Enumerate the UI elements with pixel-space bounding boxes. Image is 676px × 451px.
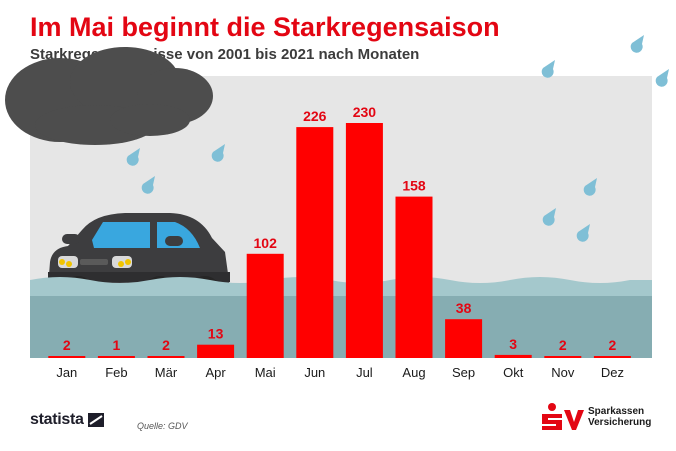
x-tick-label: Feb xyxy=(105,365,127,380)
bar-value-label: 3 xyxy=(509,336,517,352)
x-tick-label: Jun xyxy=(304,365,325,380)
bar-value-label: 226 xyxy=(303,108,327,124)
sparkassen-versicherung-logo: Sparkassen Versicherung xyxy=(540,402,651,432)
chart-title: Im Mai beginnt die Starkregensaison xyxy=(30,12,500,42)
raindrop-icon xyxy=(126,148,140,166)
source-note: Quelle: GDV xyxy=(137,421,188,431)
bar-value-label: 158 xyxy=(402,178,426,194)
bar-value-label: 2 xyxy=(162,337,170,353)
x-tick-label: Okt xyxy=(503,365,524,380)
bar-value-label: 2 xyxy=(63,337,71,353)
raindrop-icon xyxy=(583,178,597,196)
bar-value-label: 13 xyxy=(208,326,224,342)
raindrop-icon xyxy=(542,208,556,226)
raindrop-icon xyxy=(655,69,669,87)
statista-icon xyxy=(87,413,104,427)
raindrops-illustration xyxy=(126,35,669,242)
x-tick-label: Mai xyxy=(255,365,276,380)
raindrop-icon xyxy=(541,60,555,78)
x-tick-label: Nov xyxy=(551,365,575,380)
raindrop-icon xyxy=(141,176,155,194)
statista-logo: statista xyxy=(30,411,104,429)
logo-text-line2: Versicherung xyxy=(588,417,652,428)
bar-value-label: 1 xyxy=(113,337,121,353)
x-tick-label: Aug xyxy=(402,365,425,380)
bar-nov xyxy=(544,356,582,358)
bar-value-label: 2 xyxy=(559,337,567,353)
statista-wordmark: statista xyxy=(30,411,84,428)
bar-value-labels: 2 1 2 13 102 226 230 158 38 3 2 2 xyxy=(63,104,617,353)
storm-cloud-illustration xyxy=(5,47,213,145)
x-tick-label: Apr xyxy=(205,365,226,380)
raindrop-icon xyxy=(211,144,225,162)
bar-jul xyxy=(345,123,383,358)
raindrop-icon xyxy=(576,224,590,242)
bar-jan xyxy=(48,356,86,358)
x-tick-label: Sep xyxy=(452,365,475,380)
bar-dez xyxy=(593,356,631,358)
bar-mär xyxy=(147,356,185,358)
bar-jun xyxy=(296,127,334,358)
bar-apr xyxy=(197,344,235,358)
bar-series xyxy=(48,123,631,358)
bar-mai xyxy=(246,253,284,358)
bar-value-label: 230 xyxy=(353,104,377,120)
floodwater-illustration xyxy=(30,277,652,358)
logo-text-line1: Sparkassen xyxy=(588,406,645,417)
bar-value-label: 2 xyxy=(609,337,617,353)
bar-aug xyxy=(395,196,433,358)
x-tick-label: Jul xyxy=(356,365,373,380)
x-tick-label: Dez xyxy=(601,365,624,380)
bar-okt xyxy=(494,354,532,358)
bar-feb xyxy=(97,356,135,358)
bar-sep xyxy=(445,319,483,358)
raindrop-icon xyxy=(630,35,644,53)
sparkasse-s-icon xyxy=(542,403,584,430)
x-tick-label: Jan xyxy=(56,365,77,380)
x-axis-tick-labels: Jan Feb Mär Apr Mai Jun Jul Aug Sep Okt Nov Dez xyxy=(56,365,624,380)
bar-value-label: 38 xyxy=(456,300,472,316)
x-tick-label: Mär xyxy=(155,365,178,380)
bar-value-label: 102 xyxy=(254,235,278,251)
